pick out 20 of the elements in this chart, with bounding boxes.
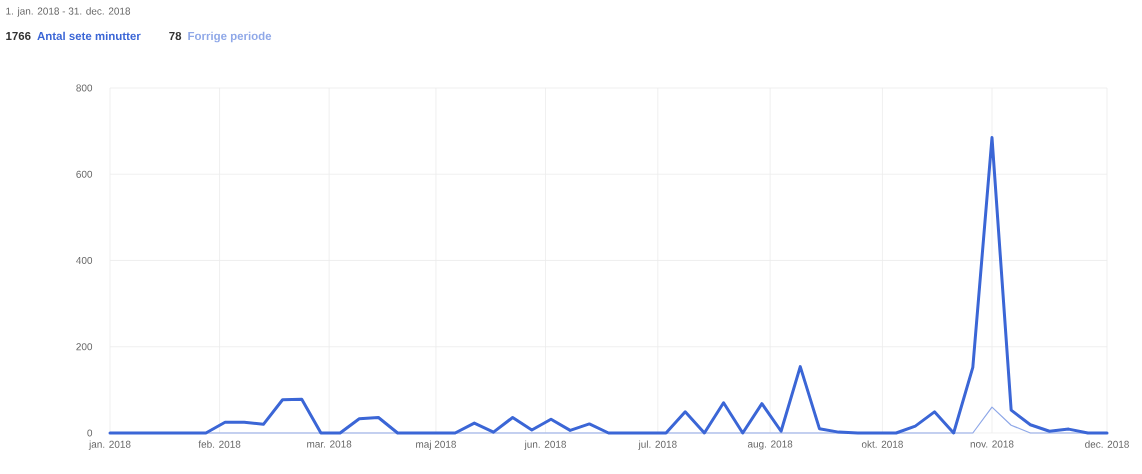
y-tick-label: 0 [87, 429, 93, 437]
y-tick-label: 400 [76, 256, 93, 265]
x-tick-label: mar. 2018 [307, 440, 352, 448]
x-tick-label: aug. 2018 [747, 440, 793, 450]
x-tick-label: jan. 2018 [88, 440, 131, 450]
x-tick-label: dec. 2018 [1085, 440, 1129, 448]
x-tick-label: maj 2018 [416, 440, 456, 450]
y-tick-label: 800 [76, 84, 93, 92]
x-tick-label: okt. 2018 [861, 440, 903, 448]
x-tick-label: jul. 2018 [638, 440, 677, 450]
text: 1766 [6, 31, 31, 41]
x-tick-label: jun. 2018 [524, 440, 567, 450]
text: Forrige periode [188, 31, 272, 43]
y-tick-label: 600 [76, 170, 93, 178]
chart-title: 1. jan. 2018 - 31. dec. 2018 [6, 7, 131, 17]
x-tick-label: nov. 2018 [970, 440, 1014, 448]
text: Antal sete minutter [37, 31, 141, 41]
y-tick-label: 200 [76, 343, 93, 351]
text: 78 [169, 31, 182, 41]
x-tick-label: feb. 2018 [198, 440, 241, 448]
